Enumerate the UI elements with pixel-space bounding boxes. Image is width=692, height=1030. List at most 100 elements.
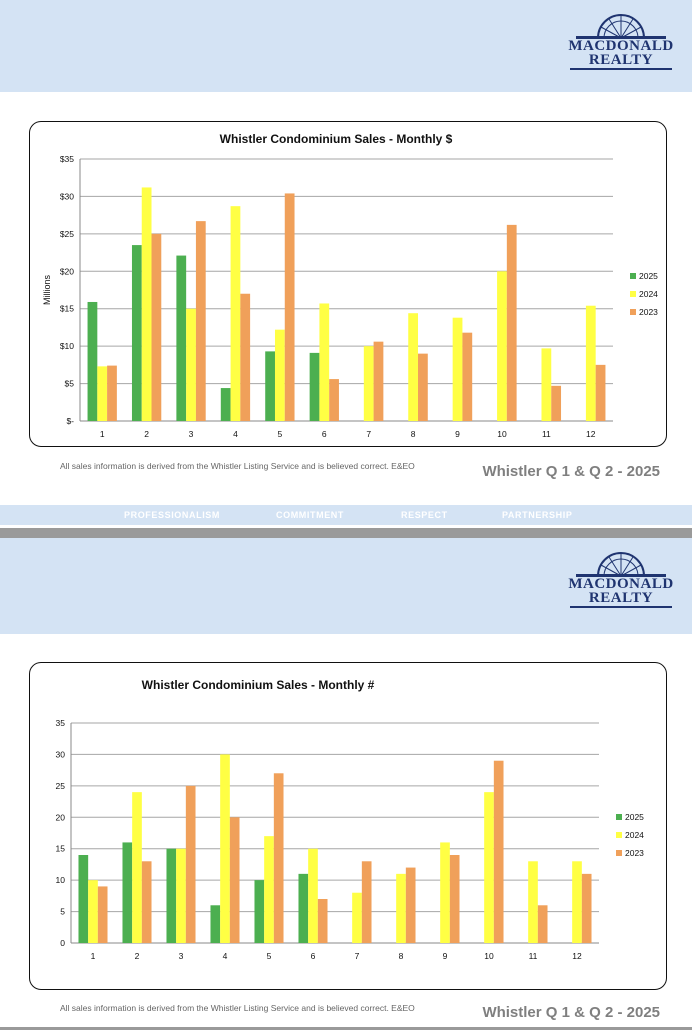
x-tick-label: 10 bbox=[484, 951, 494, 961]
logo-text-macdonald: MACDONALD bbox=[568, 38, 674, 54]
x-tick-label: 3 bbox=[189, 429, 194, 439]
x-tick-label: 8 bbox=[411, 429, 416, 439]
y-tick-label: $5 bbox=[65, 379, 75, 389]
logo-text-macdonald: MACDONALD bbox=[568, 576, 674, 592]
macdonald-realty-logo: MACDONALD REALTY bbox=[568, 548, 674, 612]
logo-underline bbox=[570, 68, 672, 70]
x-tick-label: 9 bbox=[443, 951, 448, 961]
x-tick-label: 7 bbox=[355, 951, 360, 961]
y-tick-label: $15 bbox=[60, 304, 74, 314]
bar-2023-month-3 bbox=[185, 785, 196, 943]
bar-2024-month-6 bbox=[308, 848, 318, 943]
bar-2025-month-2 bbox=[131, 245, 142, 421]
bar-2024-month-10 bbox=[484, 792, 494, 943]
x-tick-label: 12 bbox=[572, 951, 582, 961]
chart-monthly-count: Whistler Condominium Sales - Monthly # 0 5… bbox=[56, 678, 645, 961]
bar-2023-month-9 bbox=[462, 332, 473, 421]
bar-2023-month-7 bbox=[373, 341, 384, 421]
chart-monthly-count-frame: Whistler Condominium Sales - Monthly # 0 5… bbox=[29, 662, 667, 990]
bar-2023-month-1 bbox=[97, 886, 108, 943]
bar-2024-month-12 bbox=[585, 305, 596, 421]
x-tick-label: 11 bbox=[542, 429, 551, 439]
macdonald-realty-logo: MACDONALD REALTY bbox=[568, 10, 674, 74]
y-tick-label: $20 bbox=[60, 266, 74, 276]
bar-2024-month-8 bbox=[408, 313, 419, 421]
bar-2025-month-4 bbox=[220, 388, 231, 421]
header-band: MACDONALD REALTY bbox=[0, 0, 692, 92]
bar-2024-month-2 bbox=[132, 792, 142, 943]
bar-2024-month-3 bbox=[176, 848, 186, 943]
bar-2023-month-8 bbox=[418, 353, 428, 421]
chart-monthly-dollar: Whistler Condominium Sales - Monthly $ Mi… bbox=[42, 132, 658, 439]
bar-2024-month-11 bbox=[528, 861, 538, 943]
motto-commitment: COMMITMENT bbox=[276, 510, 344, 520]
x-tick-label: 5 bbox=[278, 429, 283, 439]
logo-wheel-icon bbox=[576, 552, 666, 577]
bar-2023-month-5 bbox=[284, 193, 295, 421]
bar-2024-month-3 bbox=[186, 308, 196, 421]
report-page-2: MACDONALD REALTY Whistler Condominium Sa… bbox=[0, 538, 692, 1030]
x-tick-label: 5 bbox=[267, 951, 272, 961]
bar-2024-month-5 bbox=[274, 329, 285, 421]
footer-report-title: Whistler Q 1 & Q 2 - 2025 bbox=[482, 1004, 660, 1021]
y-tick-label: 10 bbox=[56, 875, 66, 885]
legend-swatch-2024 bbox=[630, 291, 636, 297]
y-tick-label: $35 bbox=[60, 154, 74, 164]
bar-2025-month-6 bbox=[309, 352, 320, 421]
y-axis-label: Millions bbox=[42, 275, 52, 306]
y-tick-label: $- bbox=[66, 416, 74, 426]
motto-respect: RESPECT bbox=[401, 510, 448, 520]
x-tick-label: 11 bbox=[529, 951, 538, 961]
logo-text-realty: REALTY bbox=[588, 52, 654, 68]
x-tick-label: 4 bbox=[223, 951, 228, 961]
bar-2023-month-8 bbox=[405, 867, 416, 943]
legend-label-2024: 2024 bbox=[625, 830, 644, 840]
x-tick-label: 12 bbox=[586, 429, 596, 439]
bar-2023-month-10 bbox=[506, 224, 517, 421]
y-tick-label: $25 bbox=[60, 229, 74, 239]
bar-2025-month-1 bbox=[78, 855, 89, 943]
x-tick-label: 4 bbox=[233, 429, 238, 439]
bar-2024-month-5 bbox=[264, 836, 274, 943]
legend-label-2023: 2023 bbox=[639, 307, 658, 317]
y-tick-label: 0 bbox=[60, 938, 65, 948]
y-tick-label: $30 bbox=[60, 191, 74, 201]
bar-2023-month-7 bbox=[361, 861, 372, 943]
legend-label-2025: 2025 bbox=[625, 812, 644, 822]
bar-2024-month-4 bbox=[230, 206, 241, 421]
x-tick-label: 1 bbox=[100, 429, 105, 439]
legend-label-2025: 2025 bbox=[639, 271, 658, 281]
bar-2023-month-11 bbox=[551, 385, 562, 421]
x-tick-label: 9 bbox=[455, 429, 460, 439]
bar-2023-month-12 bbox=[581, 873, 592, 943]
bar-2024-month-7 bbox=[352, 892, 362, 943]
bar-2023-month-6 bbox=[317, 899, 328, 943]
bar-2025-month-5 bbox=[265, 351, 275, 421]
bar-2024-month-12 bbox=[572, 861, 582, 943]
chart-title: Whistler Condominium Sales - Monthly # bbox=[142, 678, 375, 692]
x-tick-label: 6 bbox=[322, 429, 327, 439]
bar-2024-month-2 bbox=[141, 187, 152, 421]
y-tick-label: 30 bbox=[56, 749, 66, 759]
y-tick-label: 20 bbox=[56, 812, 66, 822]
bottom-rule bbox=[0, 1027, 692, 1030]
bar-2025-month-4 bbox=[210, 905, 221, 943]
logo-text-realty: REALTY bbox=[588, 590, 654, 606]
bar-2023-month-4 bbox=[229, 817, 240, 943]
bar-2024-month-4 bbox=[220, 754, 230, 943]
bar-2024-month-11 bbox=[541, 348, 552, 421]
bar-2024-month-7 bbox=[363, 346, 374, 421]
y-tick-label: 5 bbox=[60, 907, 65, 917]
bar-2023-month-2 bbox=[141, 861, 152, 943]
bar-2023-month-2 bbox=[151, 233, 162, 421]
bar-2023-month-9 bbox=[449, 855, 460, 943]
bar-2025-month-3 bbox=[176, 255, 187, 421]
bar-2023-month-1 bbox=[107, 365, 117, 421]
bar-2023-month-10 bbox=[493, 760, 504, 943]
bar-2025-month-2 bbox=[122, 842, 133, 943]
bar-2024-month-10 bbox=[497, 271, 507, 421]
y-tick-label: 15 bbox=[56, 844, 66, 854]
x-tick-label: 10 bbox=[497, 429, 507, 439]
legend-swatch-2023 bbox=[616, 850, 622, 856]
bar-2023-month-6 bbox=[329, 379, 339, 421]
